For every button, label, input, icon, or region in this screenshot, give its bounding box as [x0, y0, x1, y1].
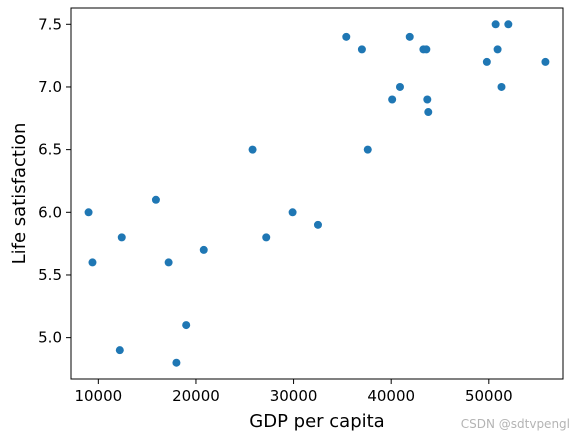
x-tick-label: 10000	[74, 387, 122, 405]
plot-frame	[70, 7, 564, 380]
x-tick-label: 40000	[367, 387, 415, 405]
data-point	[172, 358, 181, 367]
data-point	[493, 45, 502, 54]
data-point	[164, 258, 173, 267]
x-axis-label: GDP per capita	[249, 411, 384, 432]
x-tick-label: 50000	[465, 387, 513, 405]
data-point	[342, 32, 351, 41]
data-point	[541, 57, 550, 66]
data-point	[117, 233, 126, 242]
watermark-text: CSDN @sdtvpengl	[460, 417, 570, 431]
data-point	[395, 82, 404, 91]
y-tick-label: 7.5	[38, 15, 62, 33]
data-point	[422, 45, 431, 54]
y-tick-label: 6.5	[38, 141, 62, 159]
data-point	[288, 208, 297, 217]
data-point	[115, 346, 124, 355]
data-point	[248, 145, 257, 154]
data-point	[84, 208, 93, 217]
data-point	[357, 45, 366, 54]
points-layer	[84, 20, 550, 367]
data-point	[182, 321, 191, 330]
data-point	[424, 108, 433, 117]
x-tick-label: 20000	[172, 387, 220, 405]
y-tick-label: 5.5	[38, 266, 62, 284]
data-point	[363, 145, 372, 154]
data-point	[199, 245, 208, 254]
data-point	[313, 220, 322, 229]
y-tick-label: 5.0	[38, 329, 62, 347]
ticks-layer: 10000 20000 30000 40000 50000 5.0 5.5 6.0 6.5 7.0…	[38, 15, 513, 405]
y-tick-label: 6.0	[38, 203, 62, 221]
data-point	[151, 195, 160, 204]
data-point	[423, 95, 432, 104]
data-point	[388, 95, 397, 104]
data-point	[504, 20, 513, 29]
x-tick-label: 30000	[270, 387, 318, 405]
y-tick-label: 7.0	[38, 78, 62, 96]
data-point	[482, 57, 491, 66]
data-point	[405, 32, 414, 41]
data-point	[497, 82, 506, 91]
data-point	[262, 233, 271, 242]
data-point	[88, 258, 97, 267]
data-point	[491, 20, 500, 29]
y-axis-label: Life satisfaction	[9, 123, 30, 265]
